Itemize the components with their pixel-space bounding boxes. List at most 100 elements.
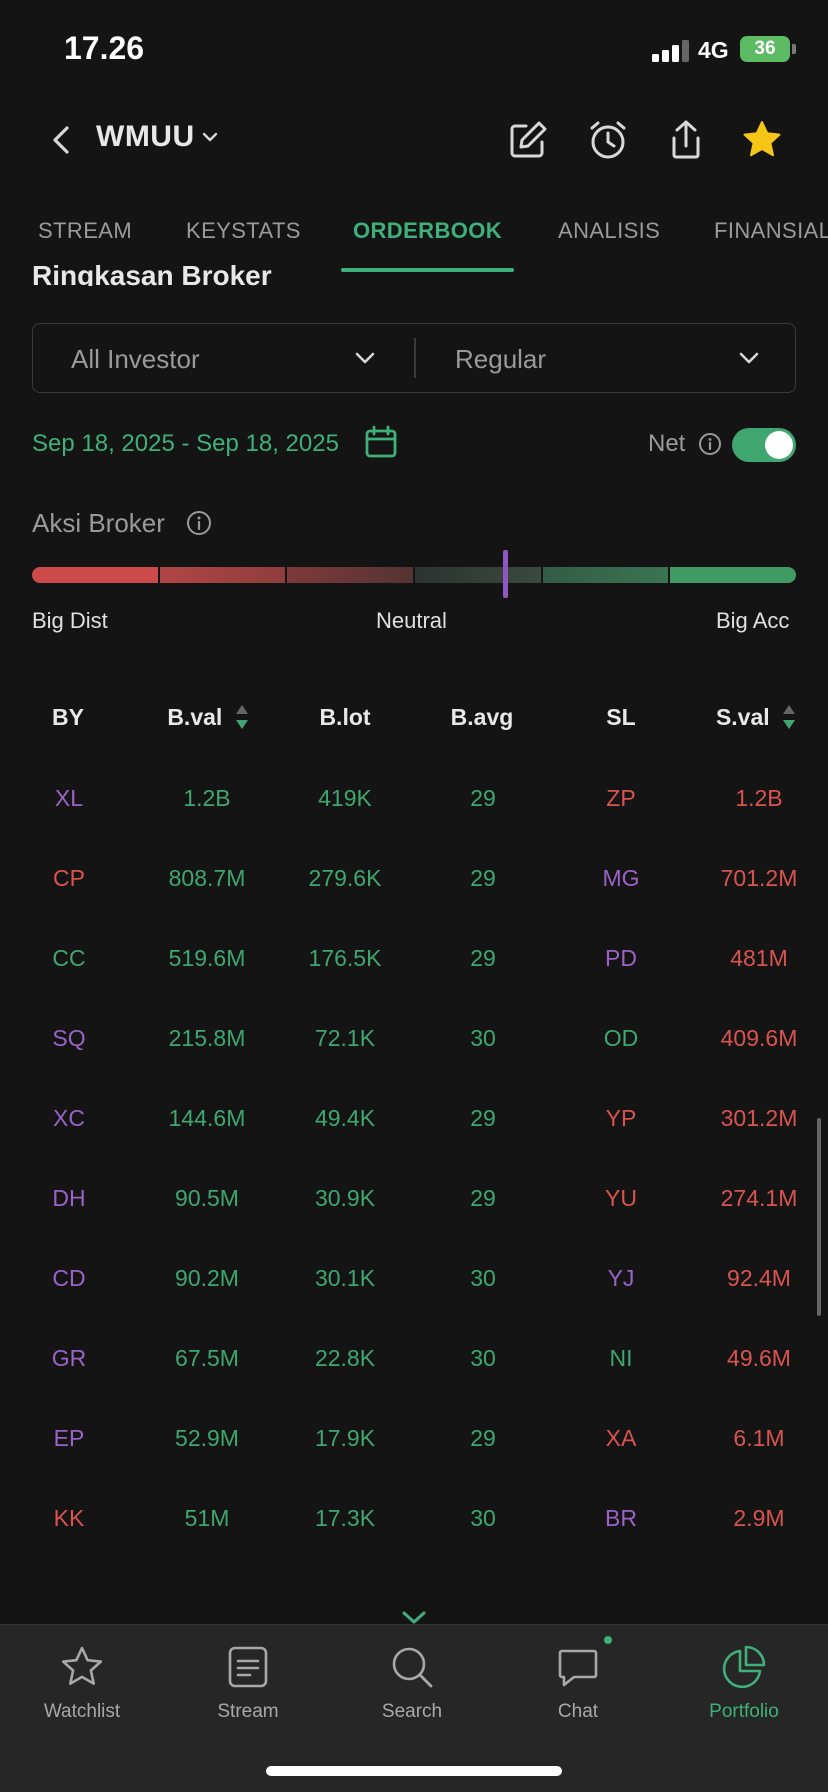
calendar-icon[interactable] — [363, 424, 399, 460]
info-icon[interactable] — [698, 432, 722, 456]
ticker-selector[interactable]: WMUU — [96, 120, 219, 154]
sell-value: 274.1M — [720, 1185, 798, 1211]
status-bar: 17.26 4G 36 — [0, 0, 828, 100]
header-bval[interactable]: B.val — [148, 704, 268, 733]
chevron-down-icon[interactable] — [353, 348, 377, 368]
buy-value: 51M — [184, 1505, 230, 1531]
header-blot: B.lot — [285, 704, 405, 731]
edit-note-icon[interactable] — [506, 118, 550, 162]
gauge-segment — [415, 567, 543, 583]
header-sl: SL — [561, 704, 681, 731]
bottom-navigation: Watchlist Stream Search Chat Portfolio — [0, 1624, 828, 1792]
info-icon[interactable] — [186, 510, 212, 536]
section-title: Ringkasan Broker — [32, 262, 272, 286]
share-icon[interactable] — [664, 118, 708, 162]
chat-icon — [558, 1649, 598, 1687]
sell-value: 301.2M — [720, 1105, 798, 1131]
investor-dropdown-value[interactable]: All Investor — [71, 344, 200, 374]
chevron-down-icon[interactable] — [398, 1608, 430, 1628]
nav-label: Portfolio — [709, 1701, 779, 1722]
buy-value: 90.2M — [175, 1265, 239, 1291]
header-bavg-label: B.avg — [450, 704, 514, 730]
nav-chat[interactable]: Chat — [508, 1643, 648, 1723]
nav-portfolio[interactable]: Portfolio — [674, 1643, 814, 1723]
buy-average: 29 — [470, 865, 496, 891]
battery-cap — [792, 44, 796, 54]
home-indicator[interactable] — [266, 1766, 562, 1776]
buyer-broker-code: XC — [53, 1105, 85, 1131]
date-range[interactable]: Sep 18, 2025 - Sep 18, 2025 — [32, 430, 339, 457]
status-time: 17.26 — [64, 30, 145, 66]
chevron-down-icon[interactable] — [737, 348, 761, 368]
nav-watchlist[interactable]: Watchlist — [12, 1643, 152, 1723]
gauge-segment — [287, 567, 416, 583]
tab-keystats[interactable]: KEYSTATS — [186, 218, 301, 243]
sell-value: 481M — [730, 945, 788, 971]
sort-icon[interactable] — [235, 703, 249, 731]
buy-average: 30 — [470, 1025, 496, 1051]
tab-bar: STREAM KEYSTATS ORDERBOOK ANALISIS FINAN… — [0, 210, 828, 274]
buyer-broker-code: CP — [53, 865, 85, 891]
buyer-broker-code: KK — [53, 1505, 85, 1531]
net-toggle[interactable] — [732, 428, 796, 462]
tab-analisis[interactable]: ANALISIS — [558, 218, 661, 243]
gauge-segment — [542, 567, 671, 583]
buy-value: 215.8M — [168, 1025, 246, 1051]
ticker-symbol: WMUU — [96, 120, 195, 153]
stream-icon — [228, 1646, 268, 1688]
buy-lot: 22.8K — [314, 1345, 376, 1371]
tab-finansial[interactable]: FINANSIAL — [714, 218, 828, 243]
buy-average: 29 — [470, 945, 496, 971]
buy-value: 808.7M — [168, 865, 246, 891]
gauge-segment — [670, 567, 796, 583]
star-favorite-icon[interactable] — [740, 118, 784, 162]
buy-lot: 17.3K — [314, 1505, 376, 1531]
nav-search[interactable]: Search — [342, 1643, 482, 1723]
market-dropdown-value[interactable]: Regular — [455, 344, 547, 374]
buy-lot: 30.1K — [314, 1265, 376, 1291]
filter-divider — [414, 338, 416, 378]
tab-orderbook[interactable]: ORDERBOOK — [353, 218, 503, 243]
buy-lot: 72.1K — [314, 1025, 376, 1051]
buy-lot: 176.5K — [308, 945, 382, 971]
header-by: BY — [8, 704, 128, 731]
buy-lot: 279.6K — [308, 865, 382, 891]
nav-label: Chat — [557, 1701, 599, 1722]
buyer-broker-code: EP — [53, 1425, 85, 1451]
scrollbar[interactable] — [817, 1118, 821, 1316]
buyer-broker-code: XL — [54, 785, 84, 811]
gauge-label-big-acc: Big Acc — [716, 608, 790, 633]
seller-broker-code: YJ — [607, 1265, 635, 1291]
sell-value: 1.2B — [735, 785, 783, 811]
back-chevron-icon[interactable] — [44, 122, 80, 158]
buyer-broker-code: CD — [52, 1265, 86, 1291]
sell-value: 92.4M — [727, 1265, 791, 1291]
seller-broker-code: OD — [603, 1025, 639, 1051]
stock-header: WMUU — [0, 100, 828, 180]
buy-lot: 30.9K — [314, 1185, 376, 1211]
buy-average: 30 — [470, 1505, 496, 1531]
alarm-clock-icon[interactable] — [586, 118, 630, 162]
seller-broker-code: BR — [605, 1505, 637, 1531]
header-sval[interactable]: S.val — [696, 704, 816, 733]
sell-value: 409.6M — [720, 1025, 798, 1051]
seller-broker-code: ZP — [606, 785, 636, 811]
sort-icon[interactable] — [782, 703, 796, 731]
nav-stream[interactable]: Stream — [178, 1643, 318, 1723]
tab-stream[interactable]: STREAM — [38, 218, 133, 243]
buy-value: 144.6M — [168, 1105, 246, 1131]
buy-average: 30 — [470, 1265, 496, 1291]
nav-label: Stream — [217, 1701, 279, 1722]
buy-average: 29 — [470, 1185, 496, 1211]
buy-value: 1.2B — [183, 785, 231, 811]
header-blot-label: B.lot — [319, 704, 371, 730]
toggle-knob — [765, 431, 793, 459]
gauge-marker — [503, 550, 508, 598]
broker-action-gauge — [32, 567, 796, 583]
buy-value: 67.5M — [175, 1345, 239, 1371]
gauge-segment — [32, 567, 160, 583]
seller-broker-code: MG — [602, 865, 640, 891]
cellular-signal-icon — [652, 40, 692, 62]
header-by-label: BY — [52, 704, 84, 730]
search-icon — [392, 1647, 433, 1688]
